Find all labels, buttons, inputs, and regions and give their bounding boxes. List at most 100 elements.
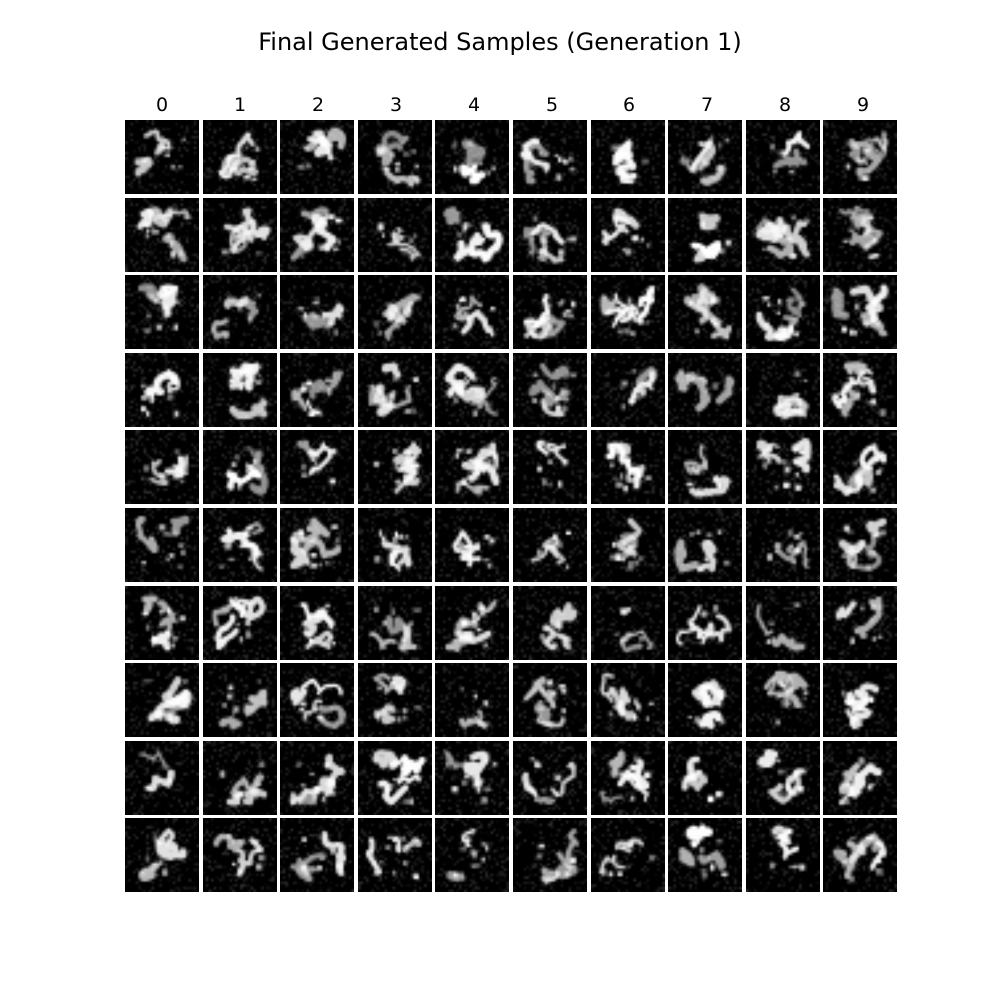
sample-image <box>591 353 665 427</box>
column-label-7: 7 <box>700 94 714 116</box>
sample-image <box>746 430 820 504</box>
sample-image <box>668 430 742 504</box>
sample-image <box>746 275 820 349</box>
figure-title: Final Generated Samples (Generation 1) <box>258 28 742 56</box>
sample-image <box>358 430 432 504</box>
sample-image <box>203 120 277 194</box>
sample-image <box>823 275 897 349</box>
sample-image <box>513 741 587 815</box>
column-label-5: 5 <box>545 94 559 116</box>
column-label-0: 0 <box>155 94 169 116</box>
sample-image <box>746 741 820 815</box>
sample-image <box>280 275 354 349</box>
column-labels: 0 1 2 3 4 5 6 7 8 9 <box>0 0 1000 120</box>
sample-image <box>591 818 665 892</box>
sample-image <box>668 741 742 815</box>
sample-image <box>513 430 587 504</box>
sample-image <box>125 663 199 737</box>
sample-image <box>203 818 277 892</box>
sample-image <box>358 586 432 660</box>
sample-image <box>823 353 897 427</box>
sample-image <box>358 818 432 892</box>
sample-image <box>358 663 432 737</box>
sample-image <box>668 508 742 582</box>
column-label-9: 9 <box>856 94 870 116</box>
sample-image <box>668 120 742 194</box>
sample-image <box>746 120 820 194</box>
sample-image <box>435 275 509 349</box>
sample-image <box>280 430 354 504</box>
sample-image <box>668 198 742 272</box>
sample-image <box>746 818 820 892</box>
sample-image <box>280 818 354 892</box>
sample-image <box>280 663 354 737</box>
sample-image <box>435 353 509 427</box>
sample-image <box>513 818 587 892</box>
sample-image <box>203 741 277 815</box>
sample-image <box>435 508 509 582</box>
sample-image <box>358 508 432 582</box>
sample-image <box>125 120 199 194</box>
sample-image <box>280 120 354 194</box>
sample-image <box>125 818 199 892</box>
sample-image <box>435 818 509 892</box>
sample-image <box>203 508 277 582</box>
sample-image <box>746 508 820 582</box>
sample-image <box>668 818 742 892</box>
sample-image <box>591 120 665 194</box>
sample-image <box>203 275 277 349</box>
sample-image <box>280 586 354 660</box>
sample-image <box>823 818 897 892</box>
sample-image <box>358 275 432 349</box>
column-label-2: 2 <box>311 94 325 116</box>
column-label-8: 8 <box>778 94 792 116</box>
sample-image <box>668 663 742 737</box>
sample-image <box>125 353 199 427</box>
sample-image <box>203 353 277 427</box>
sample-image <box>746 198 820 272</box>
sample-image <box>358 741 432 815</box>
sample-image <box>746 586 820 660</box>
sample-image <box>513 275 587 349</box>
sample-image <box>513 353 587 427</box>
sample-image <box>746 663 820 737</box>
sample-image <box>125 430 199 504</box>
sample-image <box>435 663 509 737</box>
sample-image <box>280 508 354 582</box>
sample-image <box>668 275 742 349</box>
sample-image <box>203 663 277 737</box>
sample-image <box>125 586 199 660</box>
sample-image <box>435 741 509 815</box>
sample-image <box>746 353 820 427</box>
column-label-6: 6 <box>622 94 636 116</box>
sample-image <box>203 430 277 504</box>
sample-image <box>591 198 665 272</box>
sample-image <box>591 508 665 582</box>
sample-image <box>435 586 509 660</box>
column-label-1: 1 <box>233 94 247 116</box>
sample-image <box>823 198 897 272</box>
sample-image <box>513 586 587 660</box>
sample-image <box>125 508 199 582</box>
sample-image <box>203 198 277 272</box>
column-label-4: 4 <box>467 94 481 116</box>
sample-image <box>435 198 509 272</box>
sample-image <box>358 353 432 427</box>
sample-image <box>591 741 665 815</box>
sample-image <box>823 741 897 815</box>
sample-image <box>823 508 897 582</box>
sample-image <box>823 430 897 504</box>
sample-image <box>125 741 199 815</box>
sample-image <box>513 663 587 737</box>
sample-image <box>591 275 665 349</box>
sample-image <box>280 353 354 427</box>
column-label-3: 3 <box>389 94 403 116</box>
sample-image <box>203 586 277 660</box>
sample-image <box>513 508 587 582</box>
sample-image <box>358 198 432 272</box>
sample-image <box>358 120 432 194</box>
sample-image <box>823 663 897 737</box>
sample-image <box>513 198 587 272</box>
